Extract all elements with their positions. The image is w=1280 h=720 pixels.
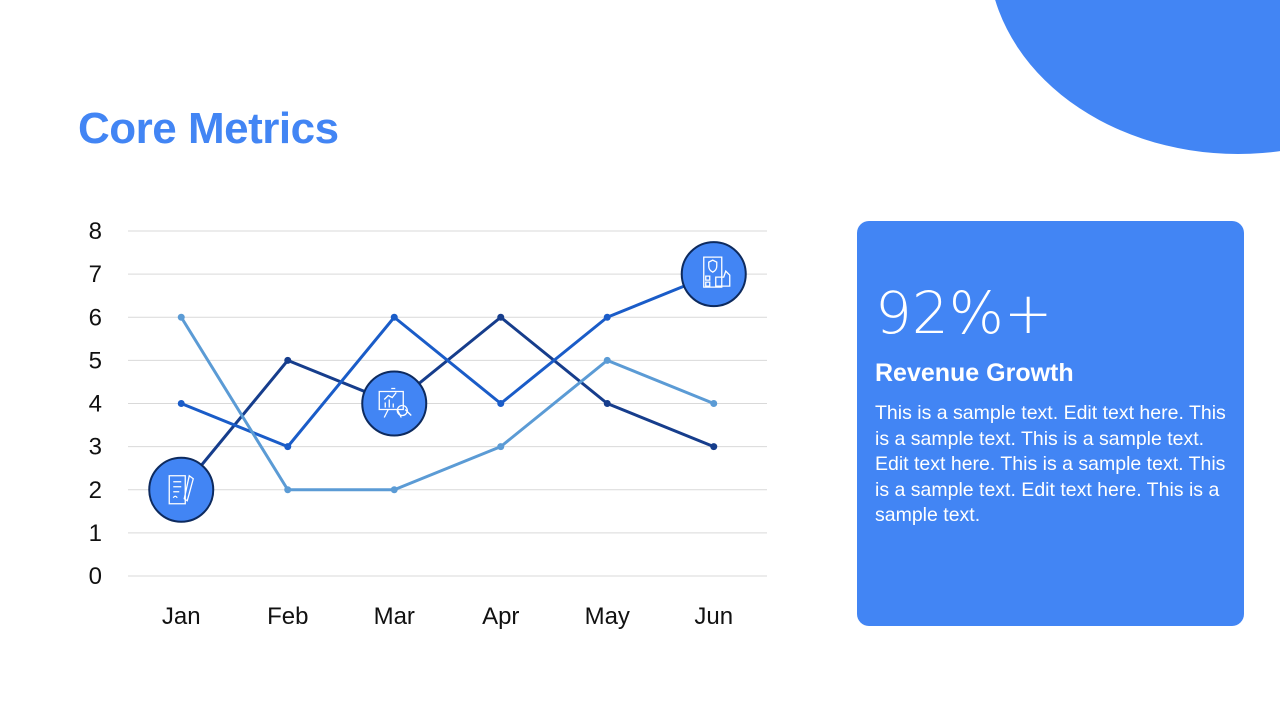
approval-thumbs-up-icon xyxy=(680,241,747,308)
decorative-circle xyxy=(988,0,1280,154)
y-tick-label: 4 xyxy=(89,391,102,418)
x-tick-label: Feb xyxy=(267,603,308,630)
series-line xyxy=(179,316,715,492)
data-point xyxy=(710,400,718,407)
data-point xyxy=(497,313,505,321)
contract-pen-icon xyxy=(148,456,215,523)
y-tick-label: 0 xyxy=(89,563,102,590)
data-point xyxy=(497,443,505,451)
x-tick-label: Apr xyxy=(482,603,519,630)
x-tick-label: Jan xyxy=(162,603,201,630)
data-point xyxy=(390,313,398,321)
data-point xyxy=(284,486,292,494)
data-point xyxy=(177,400,185,407)
data-point xyxy=(284,356,292,364)
data-point xyxy=(603,313,611,321)
x-tick-label: Jun xyxy=(694,603,733,630)
y-tick-label: 7 xyxy=(89,261,102,288)
data-point xyxy=(710,443,718,451)
x-tick-label: Mar xyxy=(374,603,415,630)
data-point xyxy=(284,443,292,451)
y-tick-label: 2 xyxy=(89,477,102,504)
y-tick-label: 8 xyxy=(89,218,102,245)
y-tick-label: 3 xyxy=(89,434,102,461)
y-tick-label: 6 xyxy=(89,304,102,331)
data-point xyxy=(177,313,185,321)
series-line xyxy=(180,272,715,449)
data-point xyxy=(603,356,611,364)
slide-title: Core Metrics xyxy=(78,104,339,153)
x-tick-label: May xyxy=(585,603,630,630)
y-tick-label: 1 xyxy=(89,520,102,547)
y-tick-label: 5 xyxy=(89,347,102,374)
metric-heading: Revenue Growth xyxy=(875,359,1074,387)
data-point xyxy=(497,400,505,407)
metric-description: This is a sample text. Edit text here. T… xyxy=(875,402,1226,527)
data-point xyxy=(603,400,611,407)
metric-value: 92%+ xyxy=(875,279,1053,347)
presentation-analytics-icon xyxy=(361,370,428,437)
metric-card: 92%+ Revenue Growth This is a sample tex… xyxy=(857,221,1244,626)
data-point xyxy=(390,486,398,494)
line-chart: 0 1 2 3 4 5 6 7 8 Jan Feb Mar Apr May Jun xyxy=(89,218,767,630)
